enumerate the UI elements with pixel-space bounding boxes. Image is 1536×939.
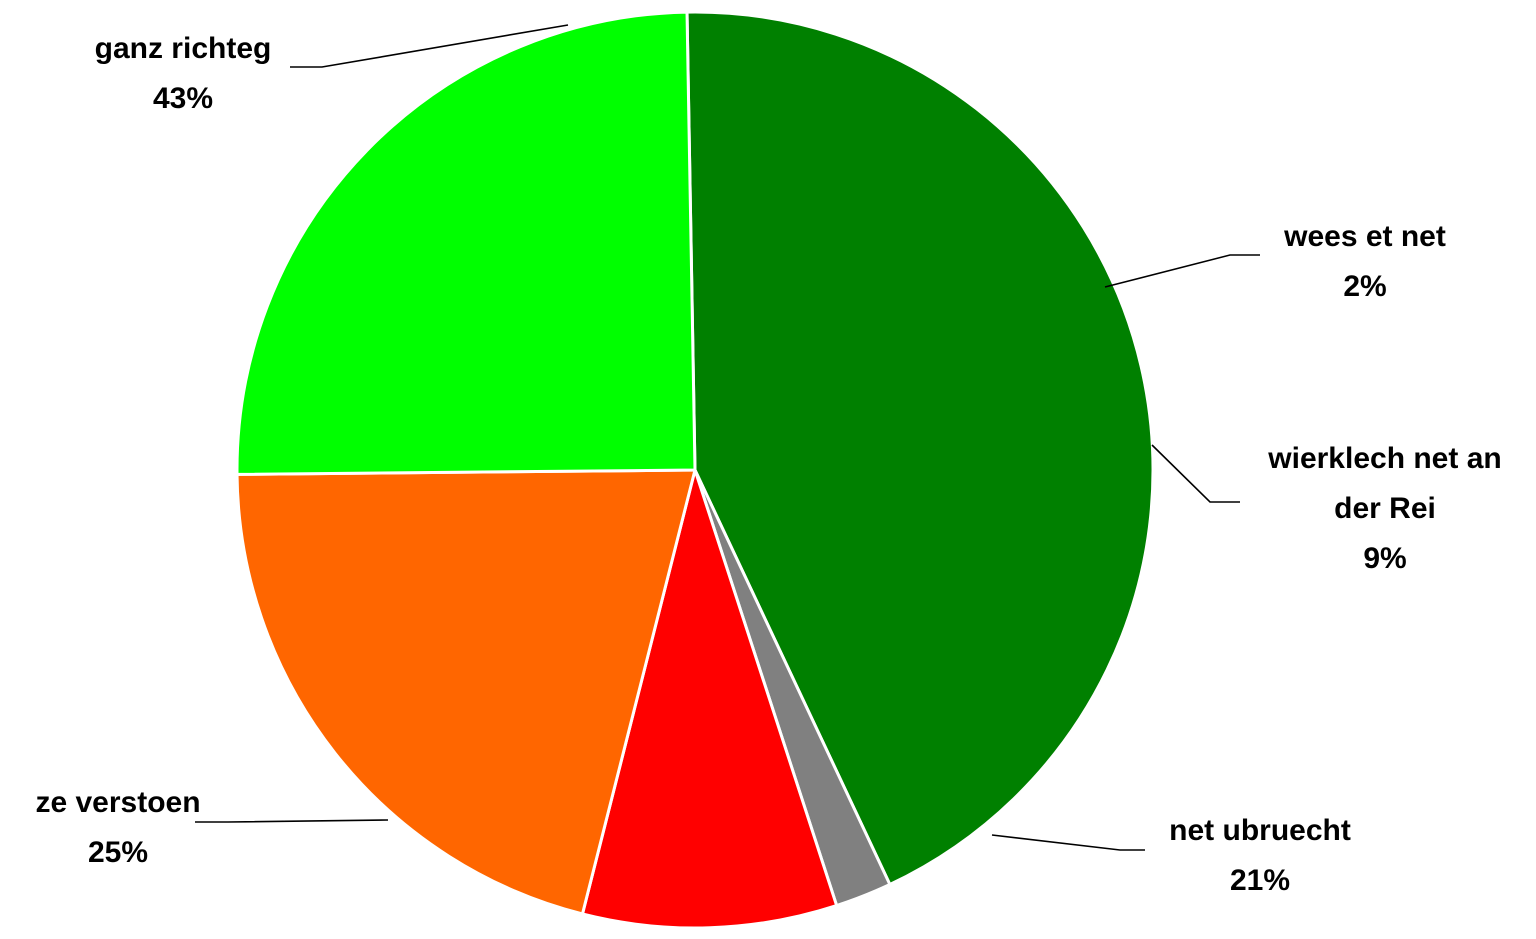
slice-percent-label: 2% [1343, 270, 1386, 303]
pie-slice-wierklech-net-an-der-rei [580, 468, 839, 930]
pie-slice-net-ubruecht [235, 468, 697, 916]
slice-category-label: der Rei [1334, 492, 1436, 525]
slice-percent-label: 9% [1363, 542, 1406, 575]
slice-percent-label: 25% [88, 836, 148, 869]
leader-line-ganz-richteg [290, 24, 569, 68]
pie-slice-ze-verstoen [235, 10, 697, 476]
slice-label-net-ubruecht: net ubruecht 21% [1169, 814, 1351, 897]
slice-percent-label: 21% [1230, 864, 1290, 897]
slice-percent-label: 43% [153, 82, 213, 115]
leader-line-ze-verstoen [195, 819, 389, 823]
slice-category-label: wierklech net an [1267, 442, 1501, 475]
slice-label-ze-verstoen: ze verstoen 25% [35, 786, 200, 869]
leader-line-net-ubruecht [991, 834, 1145, 851]
pie-slices [235, 10, 1155, 930]
slice-label-ganz-richteg: ganz richteg 43% [95, 32, 272, 115]
leader-line-wees-et-net [1104, 254, 1260, 288]
slice-label-wees-et-net: wees et net 2% [1283, 220, 1446, 303]
pie-slice-ganz-richteg [685, 10, 1155, 886]
leader-lines [195, 24, 1260, 851]
slice-category-label: ze verstoen [35, 786, 200, 819]
slice-category-label: wees et net [1283, 220, 1446, 253]
slice-category-label: ganz richteg [95, 32, 272, 65]
slice-label-wierklech-net-an-der-rei: wierklech net an der Rei 9% [1267, 442, 1501, 575]
leader-line-wierklech-net-an-der-rei [1151, 444, 1240, 503]
slice-category-label: net ubruecht [1169, 814, 1351, 847]
slice-labels: ganz richteg 43% wees et net 2% wierklech ne… [35, 32, 1501, 897]
